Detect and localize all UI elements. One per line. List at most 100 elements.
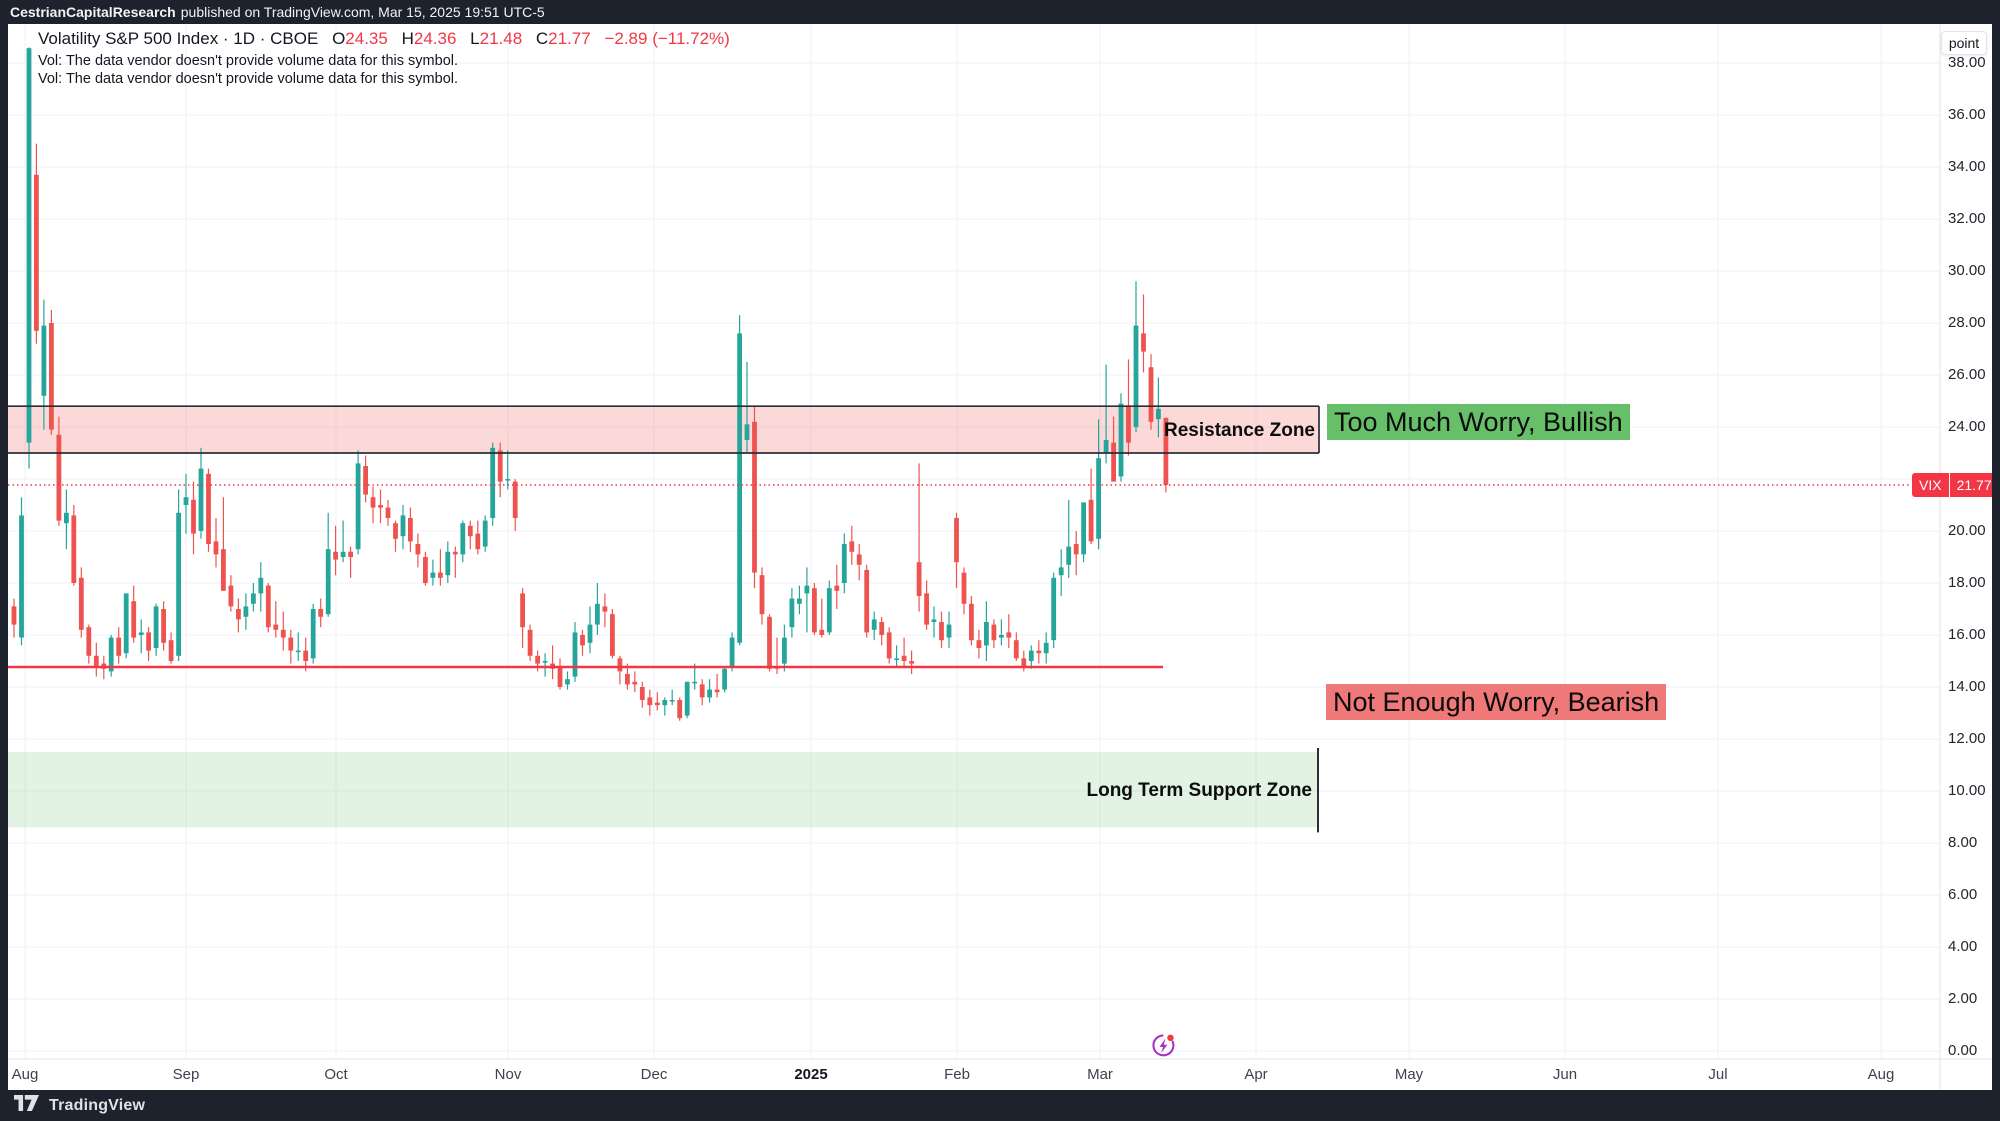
resistance-zone-border: [2, 405, 1320, 454]
candle: [669, 689, 675, 706]
candle: [1148, 354, 1154, 430]
candle: [363, 455, 368, 503]
candle: [909, 650, 914, 674]
candle: [1111, 416, 1116, 482]
axis-unit-chip[interactable]: point: [1941, 31, 1987, 55]
candle: [871, 611, 877, 641]
symbol-legend[interactable]: Volatility S&P 500 Index · 1D · CBOE O24…: [38, 29, 730, 49]
candle: [632, 671, 638, 693]
candle: [1043, 632, 1049, 664]
time-axis-label: Oct: [324, 1066, 348, 1083]
price-axis-label: 32.00: [1948, 210, 1986, 227]
time-axis-label: Apr: [1244, 1066, 1268, 1083]
bullish-annotation[interactable]: Too Much Worry, Bullish: [1327, 404, 1630, 440]
resistance-zone[interactable]: [2, 406, 1319, 453]
candle: [430, 559, 436, 586]
candle: [408, 507, 413, 552]
candle: [221, 497, 226, 591]
price-axis-label: 14.00: [1948, 678, 1986, 695]
candle: [797, 585, 802, 615]
volume-notice-1: Vol: The data vendor doesn't provide vol…: [38, 53, 459, 69]
candle: [265, 583, 271, 633]
candle: [774, 637, 780, 674]
flash-marker-icon[interactable]: [1150, 1032, 1177, 1064]
last-price-symbol: VIX: [1919, 477, 1942, 493]
support-zone-label[interactable]: Long Term Support Zone: [1086, 780, 1312, 801]
candle: [1006, 614, 1012, 648]
candle: [161, 601, 166, 651]
chip-divider: [1948, 473, 1950, 497]
close-label: C: [535, 29, 549, 48]
candle: [924, 580, 929, 630]
axis-unit-label: point: [1948, 35, 1980, 51]
candle: [1096, 419, 1101, 550]
candle: [1066, 499, 1072, 578]
candle: [901, 637, 907, 667]
candle: [572, 622, 578, 682]
candle: [841, 533, 847, 594]
candle: [213, 518, 219, 568]
candle: [273, 601, 279, 638]
time-axis-label: 2025: [794, 1066, 828, 1083]
candle: [236, 598, 241, 633]
candle: [400, 505, 406, 550]
candle: [984, 601, 989, 661]
candle: [385, 499, 391, 526]
tradingview-wordmark[interactable]: TradingView: [49, 1096, 146, 1114]
candle: [617, 655, 623, 685]
candle: [370, 486, 376, 524]
candle: [198, 447, 204, 539]
bearish-annotation[interactable]: Not Enough Worry, Bearish: [1326, 684, 1667, 720]
candle: [1028, 645, 1034, 669]
price-axis-label: 20.00: [1948, 522, 1986, 539]
publish-info: published on TradingView.com, Mar 15, 20…: [180, 4, 545, 20]
left-border-strip: [0, 24, 8, 1090]
candle: [153, 603, 159, 656]
candle: [415, 533, 421, 568]
candle: [864, 564, 870, 638]
long-term-support-zone[interactable]: [2, 752, 1318, 828]
candle: [542, 653, 548, 677]
candle: [782, 624, 787, 672]
candle: [176, 489, 181, 661]
time-axis-label: Dec: [640, 1066, 668, 1083]
last-price-value: 21.77: [1956, 477, 1992, 493]
candle: [991, 619, 997, 648]
candle: [438, 549, 443, 586]
open-label: O: [332, 29, 346, 48]
candle: [310, 603, 316, 664]
candle: [512, 479, 518, 531]
candle: [1141, 294, 1146, 373]
tradingview-logo-icon[interactable]: [14, 1095, 39, 1116]
price-axis-label: 10.00: [1948, 782, 1986, 799]
candle: [812, 583, 817, 635]
time-axis-label: Sep: [172, 1066, 200, 1083]
candle: [520, 588, 525, 648]
candle: [737, 315, 742, 646]
resistance-zone-label[interactable]: Resistance Zone: [1164, 420, 1315, 441]
candle: [490, 442, 496, 526]
candle: [56, 416, 62, 526]
candle: [460, 520, 466, 563]
candle: [1133, 281, 1139, 433]
candle: [714, 674, 720, 698]
candle: [1036, 640, 1042, 664]
price-axis-label: 18.00: [1948, 574, 1986, 591]
candle: [894, 645, 899, 667]
candle: [355, 450, 361, 555]
candle: [1058, 549, 1064, 596]
price-axis-label: 16.00: [1948, 626, 1986, 643]
candle: [333, 525, 338, 576]
right-border-strip: [1992, 24, 2000, 1090]
price-axis-label: 2.00: [1948, 990, 1978, 1007]
candle: [1088, 468, 1094, 544]
candle: [295, 632, 301, 661]
candle: [819, 598, 825, 638]
candle: [1156, 377, 1161, 438]
candle: [595, 583, 600, 635]
candle: [587, 606, 593, 654]
low-label: L: [470, 29, 480, 48]
candle: [86, 624, 92, 664]
symbol-title[interactable]: Volatility S&P 500 Index · 1D · CBOE: [38, 29, 319, 48]
